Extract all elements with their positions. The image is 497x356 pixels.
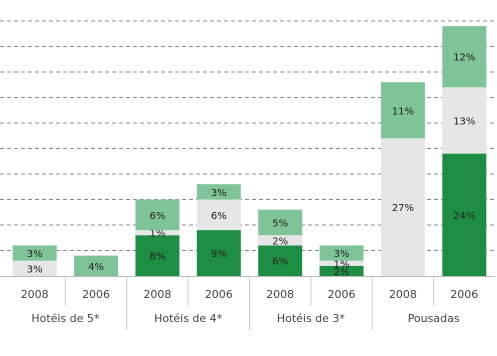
x-tick-label: 2008	[143, 288, 171, 301]
value-label: 3%	[27, 264, 43, 275]
value-label: 12%	[453, 53, 475, 64]
bar-segment	[442, 153, 487, 276]
value-label: 6%	[150, 211, 166, 222]
value-label: 2%	[334, 267, 350, 278]
group-label: Hotéis de 5*	[31, 312, 100, 325]
bar-segment	[135, 230, 180, 236]
bar-segment	[74, 255, 119, 276]
x-tick-label: 2006	[82, 288, 110, 301]
bar-segment	[135, 199, 180, 231]
group-label: Hotéis de 3*	[277, 312, 346, 325]
bar-segment	[380, 82, 425, 139]
value-label: 5%	[272, 218, 288, 229]
value-label: 6%	[272, 257, 288, 268]
value-label: 11%	[392, 106, 414, 117]
value-label: 3%	[211, 188, 227, 199]
bar-segment	[12, 260, 57, 276]
value-label: 27%	[392, 203, 414, 214]
value-label: 6%	[211, 211, 227, 222]
bar-segment	[258, 245, 303, 276]
bar-segment	[196, 184, 241, 200]
value-label: 3%	[27, 249, 43, 260]
group-label: Pousadas	[408, 312, 460, 325]
value-label: 4%	[88, 262, 104, 273]
bar-segment	[319, 265, 364, 276]
bar-segment	[12, 245, 57, 261]
bar-segment	[442, 26, 487, 88]
value-label: 3%	[334, 249, 350, 260]
bar-segment	[196, 199, 241, 231]
value-label: 13%	[453, 116, 475, 127]
bar-segment	[442, 87, 487, 154]
bar-segment	[196, 230, 241, 276]
bar-segment	[258, 209, 303, 236]
value-label: 9%	[211, 249, 227, 260]
x-tick-label: 2008	[21, 288, 49, 301]
x-tick-label: 2006	[205, 288, 233, 301]
bar-segment	[380, 138, 425, 276]
x-tick-label: 2008	[266, 288, 294, 301]
group-label: Hotéis de 4*	[154, 312, 223, 325]
value-label: 24%	[453, 211, 475, 222]
bar-segment	[319, 260, 364, 266]
value-label: 8%	[150, 252, 166, 263]
x-tick-label: 2006	[450, 288, 478, 301]
bar-segment	[258, 235, 303, 246]
x-tick-label: 2008	[389, 288, 417, 301]
value-label: 1%	[334, 259, 350, 270]
value-label: 2%	[272, 236, 288, 247]
bar-segment	[319, 245, 364, 261]
value-label: 1%	[150, 229, 166, 240]
bar-segment	[135, 235, 180, 276]
x-tick-label: 2006	[328, 288, 356, 301]
